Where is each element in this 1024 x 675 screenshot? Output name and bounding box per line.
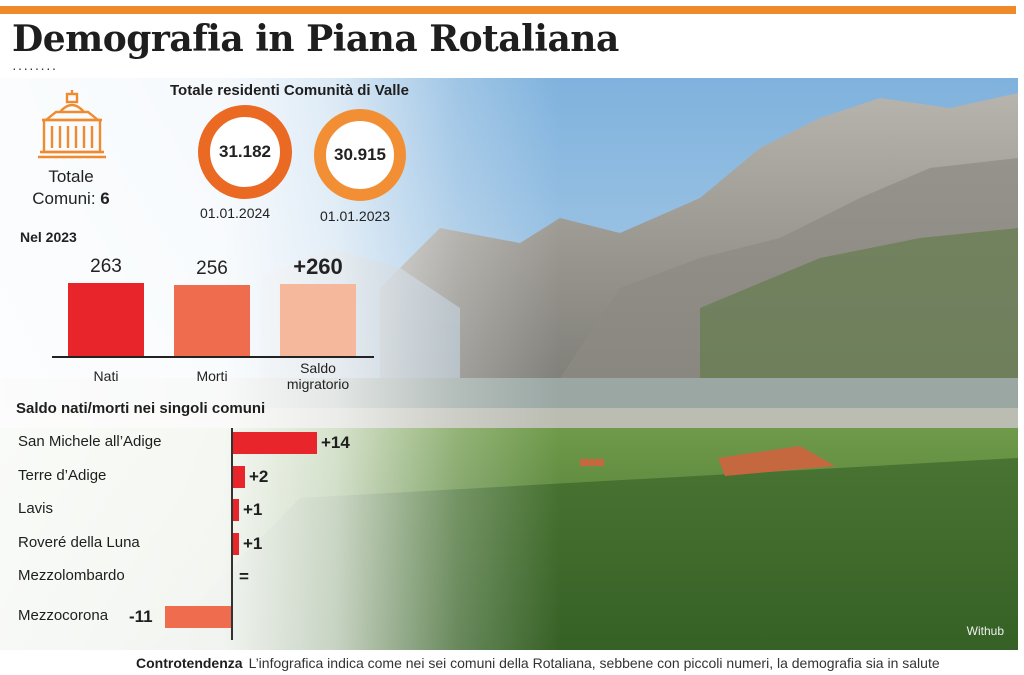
bar-value-label-1: 256 — [196, 257, 228, 279]
totale-comuni-label: Totale — [48, 167, 94, 186]
bar-0 — [68, 283, 144, 356]
top-accent-rule — [0, 6, 1016, 14]
dotted-divider: ········ — [12, 60, 58, 76]
residents-date-2023: 01.01.2023 — [320, 208, 391, 224]
footer-lead: Controtendenza — [136, 655, 243, 671]
town-hall-icon — [36, 90, 108, 160]
bar-value-label-0: 263 — [90, 256, 122, 277]
totale-comuni-value: 6 — [100, 189, 110, 208]
comune-name-5: Mezzocorona — [18, 606, 109, 624]
footer-text: L’infografica indica come nei sei comuni… — [248, 655, 940, 671]
comuni-chart-axis — [231, 428, 233, 640]
bar-2 — [280, 283, 356, 356]
residents-ring-2023: 30.915 — [314, 109, 406, 201]
comune-value-label-2: +1 — [243, 500, 263, 519]
footer-caption: Controtendenza L’infografica indica come … — [136, 655, 940, 671]
comune-bar-2 — [233, 499, 239, 521]
comune-value-label-4: = — [239, 567, 249, 586]
residents-value-2023: 30.915 — [334, 145, 386, 164]
residents-title: Totale residenti Comunità di Valle — [170, 82, 409, 99]
bar-chart-baseline — [52, 356, 374, 358]
comune-name-1: Terre d’Adige — [18, 466, 107, 484]
bar-category-label-0: Nati — [93, 368, 119, 384]
comune-value-label-1: +2 — [249, 466, 269, 486]
totale-comuni-line2: Comuni: 6 — [14, 188, 128, 210]
bar-value-label-2: +260 — [293, 253, 343, 279]
comune-bar-3 — [233, 532, 239, 555]
background-photo: Withub — [0, 78, 1018, 650]
totale-comuni-label2: Comuni: — [32, 189, 96, 208]
photo-credit: Withub — [966, 624, 1004, 638]
residents-ring-2024: 31.182 — [198, 105, 292, 199]
comune-name-4: Mezzolombardo — [18, 567, 125, 584]
left-white-fade — [0, 78, 1018, 650]
comune-value-label-3: +1 — [243, 533, 263, 553]
comune-value-label-5: -11 — [129, 606, 153, 626]
totale-comuni: Totale Comuni: 6 — [14, 166, 128, 210]
bar-category-label-2: Saldo migratorio — [286, 360, 350, 392]
residents-date-2024: 01.01.2024 — [200, 205, 271, 221]
comuni-chart-title: Saldo nati/morti nei singoli comuni — [16, 400, 266, 417]
residents-value-2024: 31.182 — [219, 142, 271, 161]
comune-name-2: Lavis — [18, 500, 54, 517]
bar-1 — [174, 284, 250, 356]
comune-bar-1 — [233, 465, 245, 488]
headline: Demografia in Piana Rotaliana — [12, 18, 619, 60]
bar-category-label-1: Morti — [196, 368, 228, 384]
comune-name-3: Roveré della Luna — [18, 533, 140, 551]
comune-bar-0 — [233, 432, 317, 454]
comune-name-0: San Michele all’Adige — [18, 433, 162, 450]
comune-value-label-0: +14 — [321, 433, 350, 452]
comune-bar-5 — [165, 605, 231, 628]
bar-chart-title: Nel 2023 — [20, 229, 77, 245]
